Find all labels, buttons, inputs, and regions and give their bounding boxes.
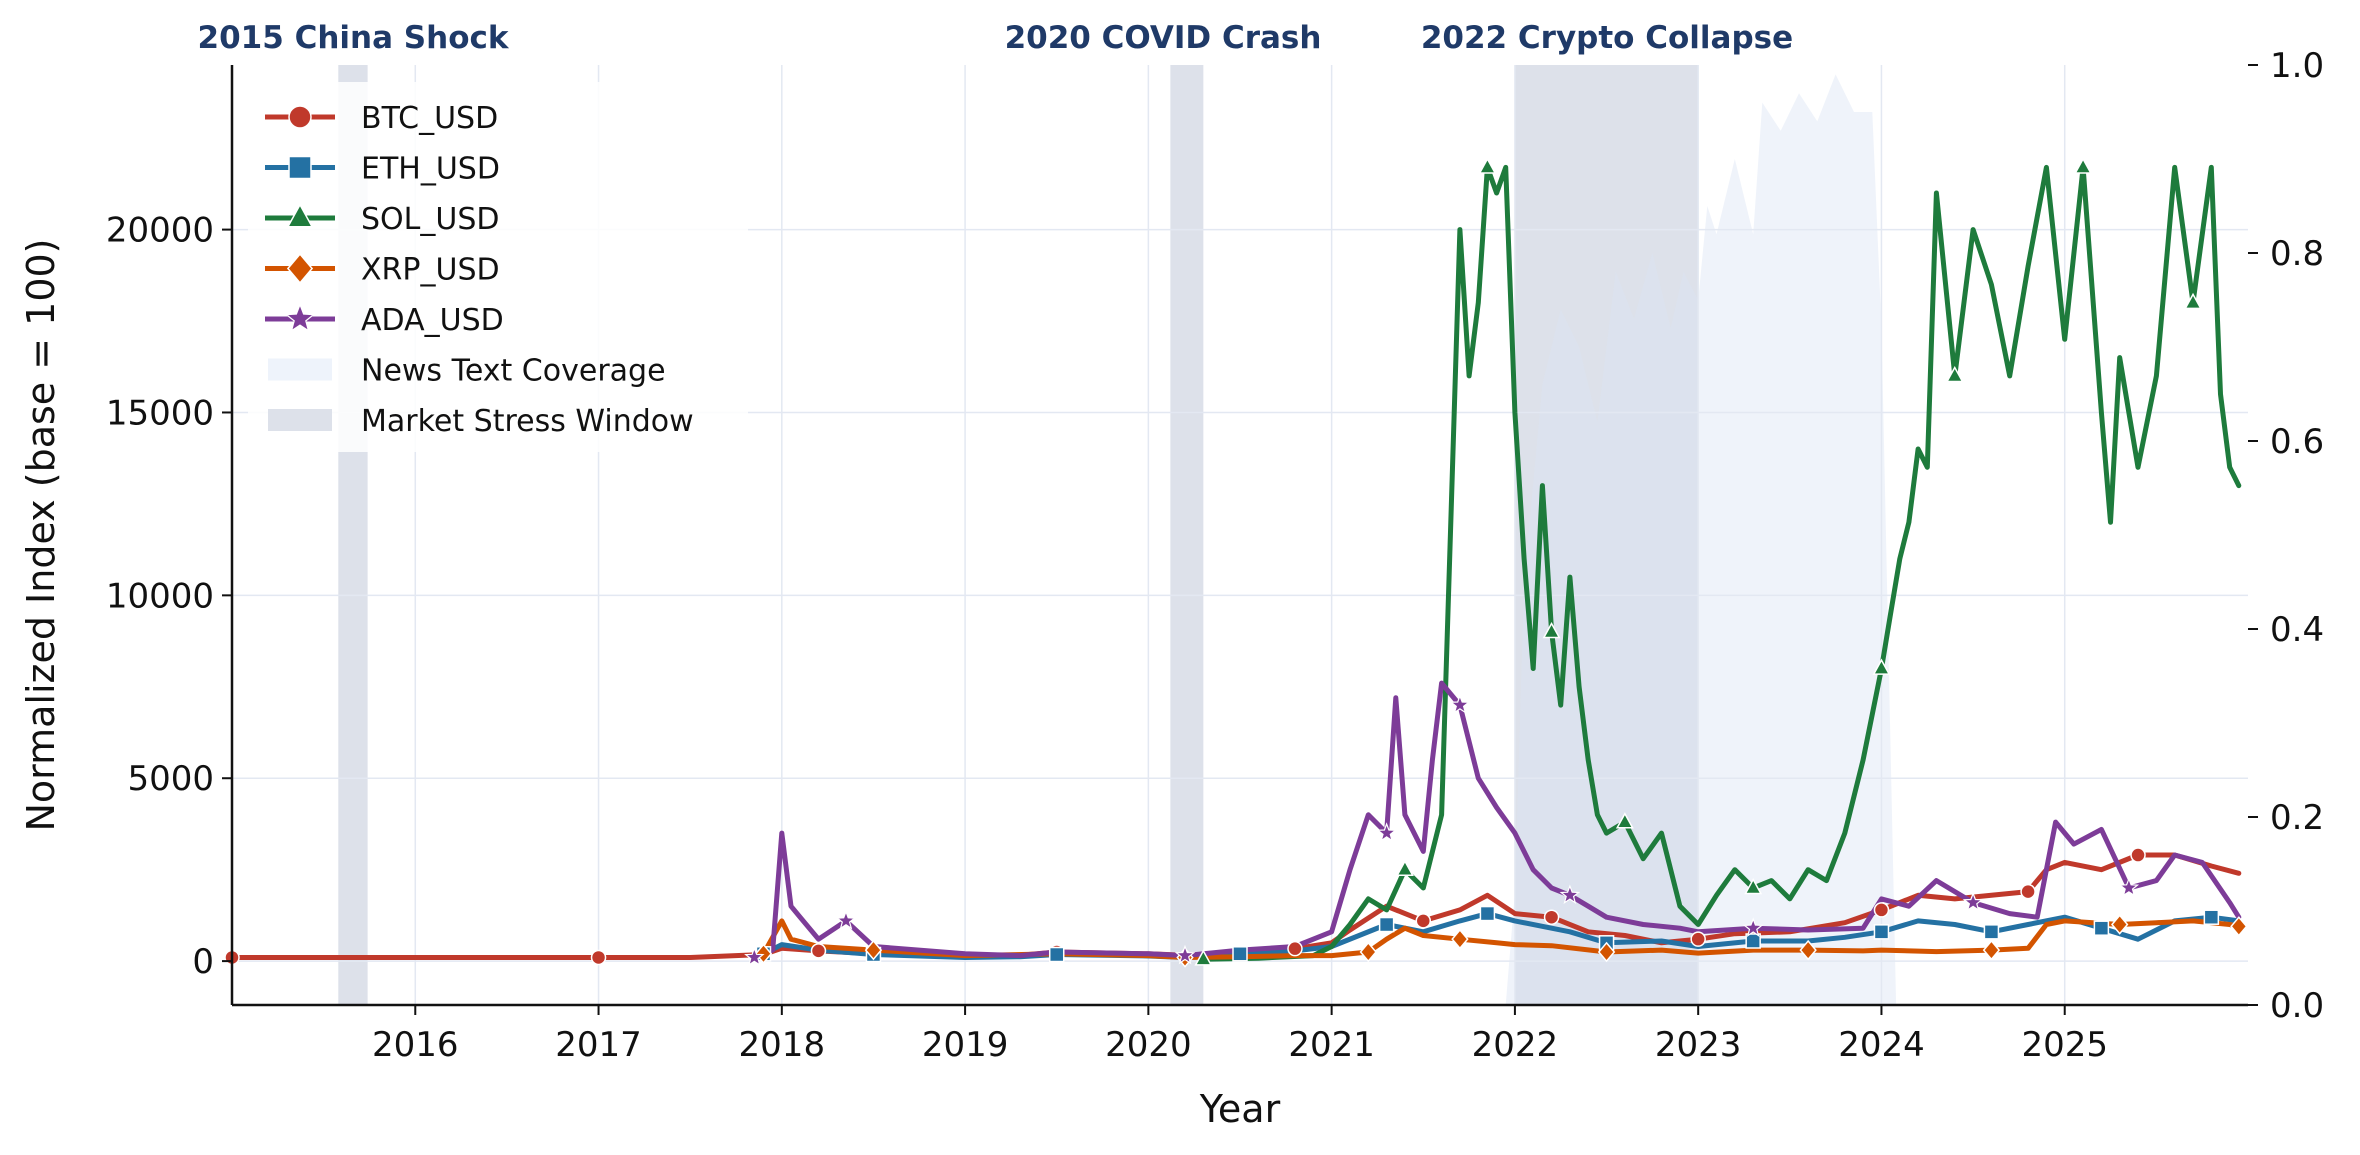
- marker-ada-usd-24: [1449, 694, 1471, 714]
- marker-eth-usd-27: [1983, 924, 2000, 940]
- marker-eth-usd-21: [1745, 933, 1761, 949]
- y2-tick-label-5: 1.0: [2270, 46, 2324, 86]
- legend-marker-3: [286, 253, 314, 284]
- marker-ada-usd-6: [835, 910, 857, 930]
- stress-window-1: [1170, 65, 1204, 1005]
- y-tick-label-3: 15000: [106, 393, 214, 433]
- y2-tick-label-2: 0.4: [2270, 610, 2324, 650]
- legend-marker-1: [288, 155, 312, 180]
- legend-label-0: BTC_USD: [361, 101, 498, 136]
- legend-label-4: ADA_USD: [361, 303, 504, 338]
- marker-sol-usd-63: [2184, 292, 2202, 310]
- legend-marker-2: [286, 203, 314, 228]
- x-axis-title: Year: [1199, 1087, 1281, 1131]
- marker-sol-usd-56: [2074, 157, 2093, 174]
- event-labels: 2015 China Shock 2020 COVID Crash 2022 Cry…: [198, 20, 1794, 56]
- legend-label-5: News Text Coverage: [361, 354, 666, 389]
- x-tick-label-7: 2023: [1655, 1025, 1742, 1065]
- y-tick-label-2: 10000: [106, 576, 214, 616]
- marker-xrp-usd-16: [1451, 928, 1469, 950]
- marker-xrp-usd-36: [2230, 916, 2248, 937]
- marker-sol-usd-35: [1744, 878, 1763, 895]
- marker-eth-usd-33: [2203, 909, 2220, 925]
- legend: BTC_USD ETH_USD SOL_USD XRP_USD ADA_USD News …: [248, 82, 748, 452]
- series-line-sol-usd: [1200, 164, 2242, 962]
- y2-tick-label-0: 0.0: [2270, 986, 2324, 1026]
- y2-tick-label-4: 0.8: [2270, 234, 2324, 274]
- y2-tick-label-1: 0.2: [2270, 798, 2324, 838]
- x-tick-label-2: 2018: [739, 1025, 826, 1065]
- marker-eth-usd-30: [2093, 920, 2110, 936]
- legend-label-6: Market Stress Window: [361, 404, 694, 439]
- marker-sol-usd-21: [1542, 621, 1561, 639]
- x-tick-label-6: 2022: [1472, 1025, 1559, 1065]
- marker-ada-usd-0: [744, 946, 765, 967]
- legend-label-1: ETH_USD: [361, 152, 500, 187]
- marker-btc-usd-16: [1287, 940, 1303, 957]
- marker-eth-usd-6: [1048, 946, 1065, 963]
- marker-ada-usd-18: [1376, 822, 1397, 842]
- legend-marker-4: [284, 303, 316, 332]
- marker-eth-usd-12: [1378, 916, 1395, 933]
- marker-sol-usd-0: [1194, 949, 1213, 966]
- event-label-0: 2015 China Shock: [198, 20, 510, 56]
- marker-ada-usd-42: [1962, 891, 1984, 912]
- x-tick-label-4: 2020: [1105, 1025, 1192, 1065]
- x-tick-label-0: 2016: [372, 1025, 459, 1065]
- x-tick-label-8: 2024: [1838, 1025, 1925, 1065]
- series-markers: [224, 157, 2248, 968]
- y-tick-label-0: 0: [192, 942, 214, 982]
- marker-xrp-usd-20: [1597, 941, 1616, 963]
- marker-ada-usd-30: [1559, 884, 1581, 904]
- marker-btc-usd-8: [810, 943, 827, 959]
- marker-btc-usd-4: [590, 949, 607, 966]
- marker-sol-usd-49: [1945, 365, 1964, 383]
- legend-label-3: XRP_USD: [361, 253, 500, 288]
- marker-ada-usd-48: [2118, 877, 2140, 897]
- marker-btc-usd-32: [1873, 902, 1890, 918]
- y2-tick-label-3: 0.6: [2270, 422, 2324, 462]
- event-label-1: 2020 COVID Crash: [1005, 20, 1322, 56]
- x-tick-label-9: 2025: [2021, 1025, 2108, 1065]
- x-tick-label-5: 2021: [1288, 1025, 1375, 1065]
- marker-xrp-usd-32: [2111, 914, 2129, 935]
- marker-eth-usd-15: [1479, 905, 1496, 922]
- marker-btc-usd-40: [2130, 847, 2146, 863]
- y-tick-label-4: 20000: [106, 211, 214, 251]
- axes: 2016 2017 2018 2019 2020 2021 2022 2023 2024 2025…: [19, 46, 2324, 1131]
- legend-swatch-news: [268, 358, 332, 381]
- marker-sol-usd-28: [1615, 812, 1634, 829]
- marker-xrp-usd-24: [1799, 939, 1817, 961]
- legend-label-2: SOL_USD: [361, 202, 499, 237]
- marker-btc-usd-24: [1543, 909, 1560, 925]
- x-tick-label-3: 2019: [922, 1025, 1009, 1065]
- marker-xrp-usd-28: [1982, 939, 2001, 961]
- marker-btc-usd-28: [1690, 931, 1706, 947]
- marker-ada-usd-36: [1742, 917, 1764, 938]
- marker-btc-usd-36: [2020, 883, 2036, 900]
- marker-xrp-usd-12: [1359, 941, 1377, 963]
- series-line-ada-usd: [751, 680, 2242, 960]
- marker-eth-usd-24: [1873, 924, 1890, 940]
- x-tick-label-1: 2017: [555, 1025, 642, 1065]
- news-coverage: [1505, 74, 1897, 1005]
- event-label-2: 2022 Crypto Collapse: [1421, 20, 1793, 56]
- legend-swatch-stress: [268, 409, 332, 431]
- marker-sol-usd-42: [1872, 658, 1891, 675]
- y-tick-label-1: 5000: [127, 759, 214, 799]
- marker-eth-usd-9: [1232, 946, 1248, 962]
- marker-ada-usd-12: [1174, 944, 1196, 965]
- series-line-btc-usd: [229, 852, 2242, 960]
- legend-marker-0: [288, 105, 312, 129]
- marker-sol-usd-7: [1395, 859, 1414, 877]
- marker-btc-usd-20: [1415, 913, 1432, 929]
- marker-sol-usd-14: [1478, 157, 1497, 174]
- news-coverage-area: [1505, 74, 1897, 1005]
- marker-xrp-usd-0: [754, 943, 773, 965]
- marker-xrp-usd-4: [864, 939, 883, 961]
- y-axis-title: Normalized Index (base = 100): [19, 238, 63, 831]
